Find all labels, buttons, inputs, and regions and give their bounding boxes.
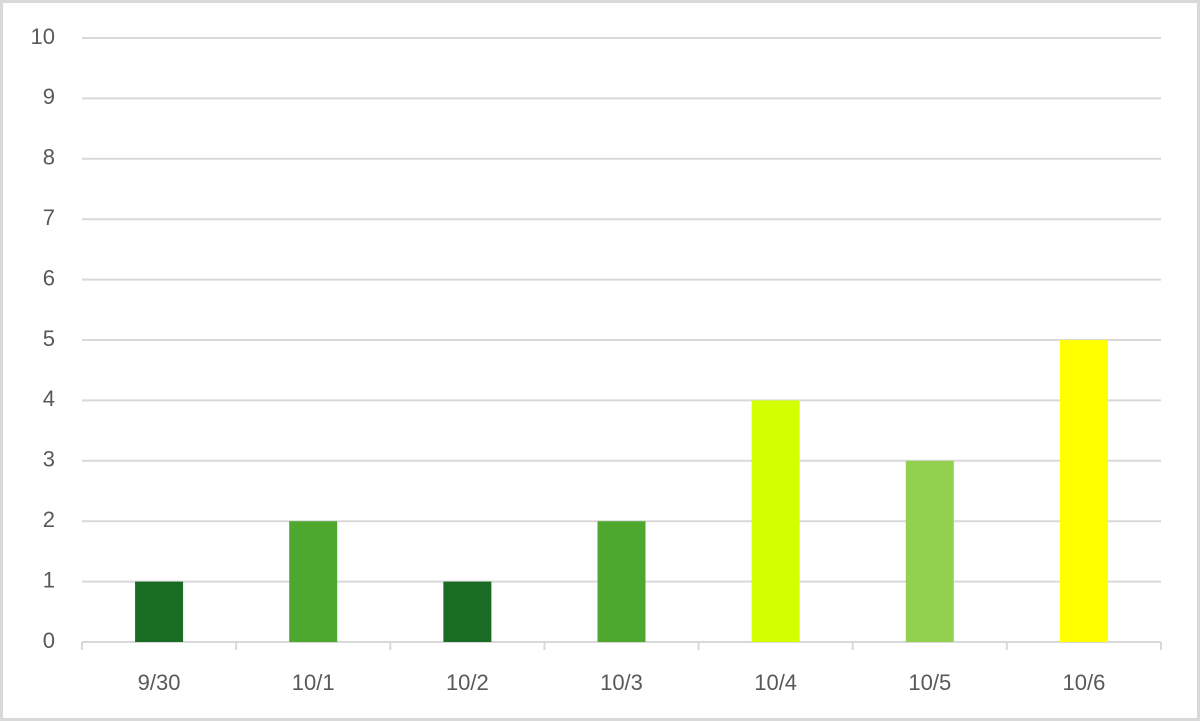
bar (135, 581, 184, 642)
bar (751, 400, 800, 642)
y-tick-label: 7 (43, 205, 55, 230)
x-tick-label: 10/2 (446, 670, 489, 695)
x-tick-label: 10/5 (908, 670, 951, 695)
x-tick-label: 10/6 (1063, 670, 1106, 695)
x-tick-label: 10/1 (292, 670, 335, 695)
y-tick-label: 1 (43, 567, 55, 592)
bar (597, 521, 646, 642)
y-tick-label: 0 (43, 628, 55, 653)
y-tick-label: 4 (43, 386, 55, 411)
y-tick-label: 9 (43, 84, 55, 109)
x-tick-label: 9/30 (138, 670, 181, 695)
bar (443, 581, 492, 642)
y-tick-label: 6 (43, 265, 55, 290)
y-tick-label: 5 (43, 326, 55, 351)
y-tick-label: 3 (43, 447, 55, 472)
bar (905, 460, 954, 642)
y-tick-label: 8 (43, 145, 55, 170)
bar (1059, 340, 1108, 642)
x-tick-label: 10/4 (754, 670, 797, 695)
y-tick-label: 10 (31, 24, 55, 49)
bar (289, 521, 338, 642)
y-tick-label: 2 (43, 507, 55, 532)
x-tick-label: 10/3 (600, 670, 643, 695)
